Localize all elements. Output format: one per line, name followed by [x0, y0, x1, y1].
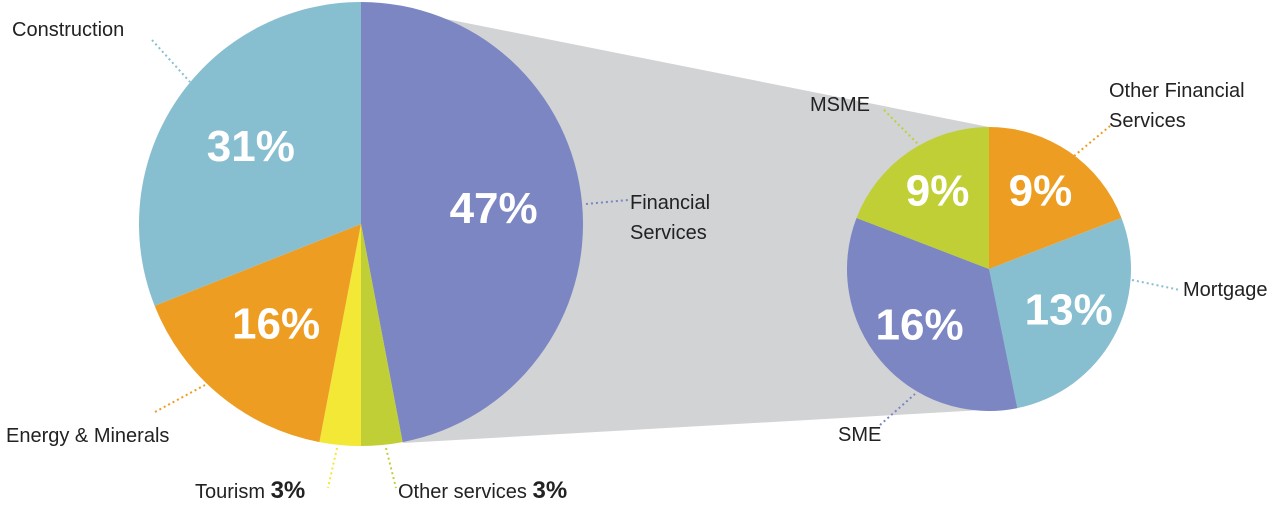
pie-slice — [856, 127, 989, 269]
slice-label: SME — [838, 420, 881, 450]
category-label: SME — [838, 424, 882, 446]
pie-slice — [846, 217, 1018, 412]
slice-label: Other Financial Services — [1109, 76, 1284, 136]
slice-label: Energy & Minerals — [6, 421, 169, 451]
slice-label: Mortgage — [1183, 275, 1268, 305]
value-label: 13% — [1025, 285, 1113, 334]
pie-slice — [989, 217, 1131, 409]
category-label: Other Financial Services — [1109, 80, 1245, 132]
leader-line — [1131, 279, 1181, 291]
leader-line — [151, 39, 191, 83]
value-label: 31% — [207, 122, 295, 171]
pie-slice — [361, 2, 584, 443]
value-label: 47% — [450, 184, 538, 233]
category-label: Mortgage — [1183, 279, 1268, 301]
value-label: 3% — [532, 477, 568, 504]
leader-line — [385, 447, 397, 489]
slice-label: Construction — [12, 15, 124, 45]
pie-slice — [138, 2, 361, 306]
slices — [138, 2, 1131, 446]
leader-line — [327, 447, 338, 489]
pie-slice — [154, 224, 361, 443]
slice-label: Other services 3% — [398, 476, 567, 507]
value-label: 9% — [1009, 167, 1073, 216]
slice-label: MSME — [810, 90, 870, 120]
leader-lines — [151, 39, 1181, 489]
category-label: Construction — [12, 19, 125, 41]
pie-slice — [989, 127, 1122, 269]
category-label: Tourism — [195, 481, 266, 503]
slice-label: Tourism 3% — [195, 476, 305, 507]
slice-label: Financial Services — [630, 188, 760, 248]
pie-slice — [319, 224, 361, 446]
value-label: 3% — [270, 477, 306, 504]
leader-line — [585, 199, 629, 205]
value-label: 16% — [876, 300, 964, 349]
leader-line — [154, 384, 206, 413]
leader-line — [883, 109, 921, 147]
category-label: Other services — [398, 481, 527, 503]
leader-line — [1073, 125, 1111, 157]
value-label: 9% — [906, 167, 970, 216]
category-label: MSME — [810, 94, 870, 116]
category-label: Energy & Minerals — [6, 425, 170, 447]
category-label: Financial Services — [630, 192, 711, 244]
value-label: 16% — [232, 299, 320, 348]
pie-slice — [361, 224, 403, 446]
